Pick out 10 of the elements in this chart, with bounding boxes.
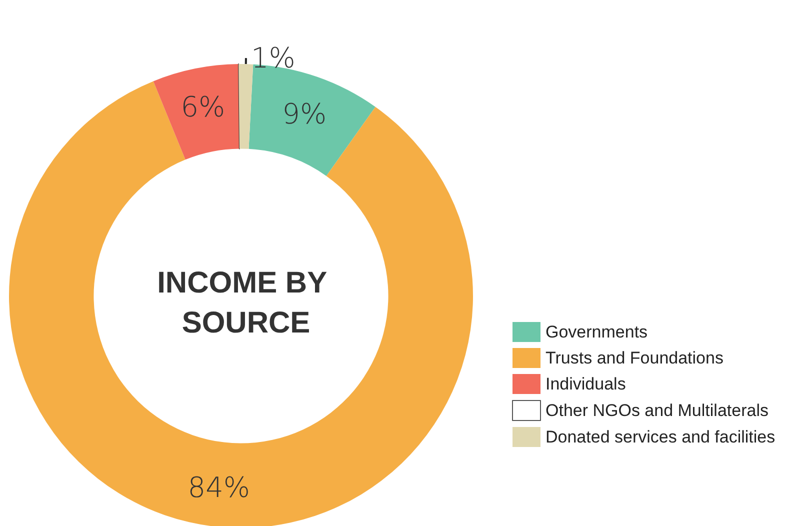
legend-label: Trusts and Foundations	[546, 348, 724, 368]
legend-label: Donated services and facilities	[546, 428, 776, 446]
text: INCOME BY SOURCE	[157, 266, 335, 340]
data-label: 6%	[180, 90, 226, 124]
legend-label: Individuals	[546, 374, 626, 394]
data-label: 84%	[188, 470, 250, 504]
data-label: 9%	[282, 98, 327, 131]
legend-label: Other NGOs and Multilaterals	[546, 401, 768, 420]
legend-label: Governments	[546, 322, 648, 342]
data-label: 1%	[250, 42, 296, 75]
